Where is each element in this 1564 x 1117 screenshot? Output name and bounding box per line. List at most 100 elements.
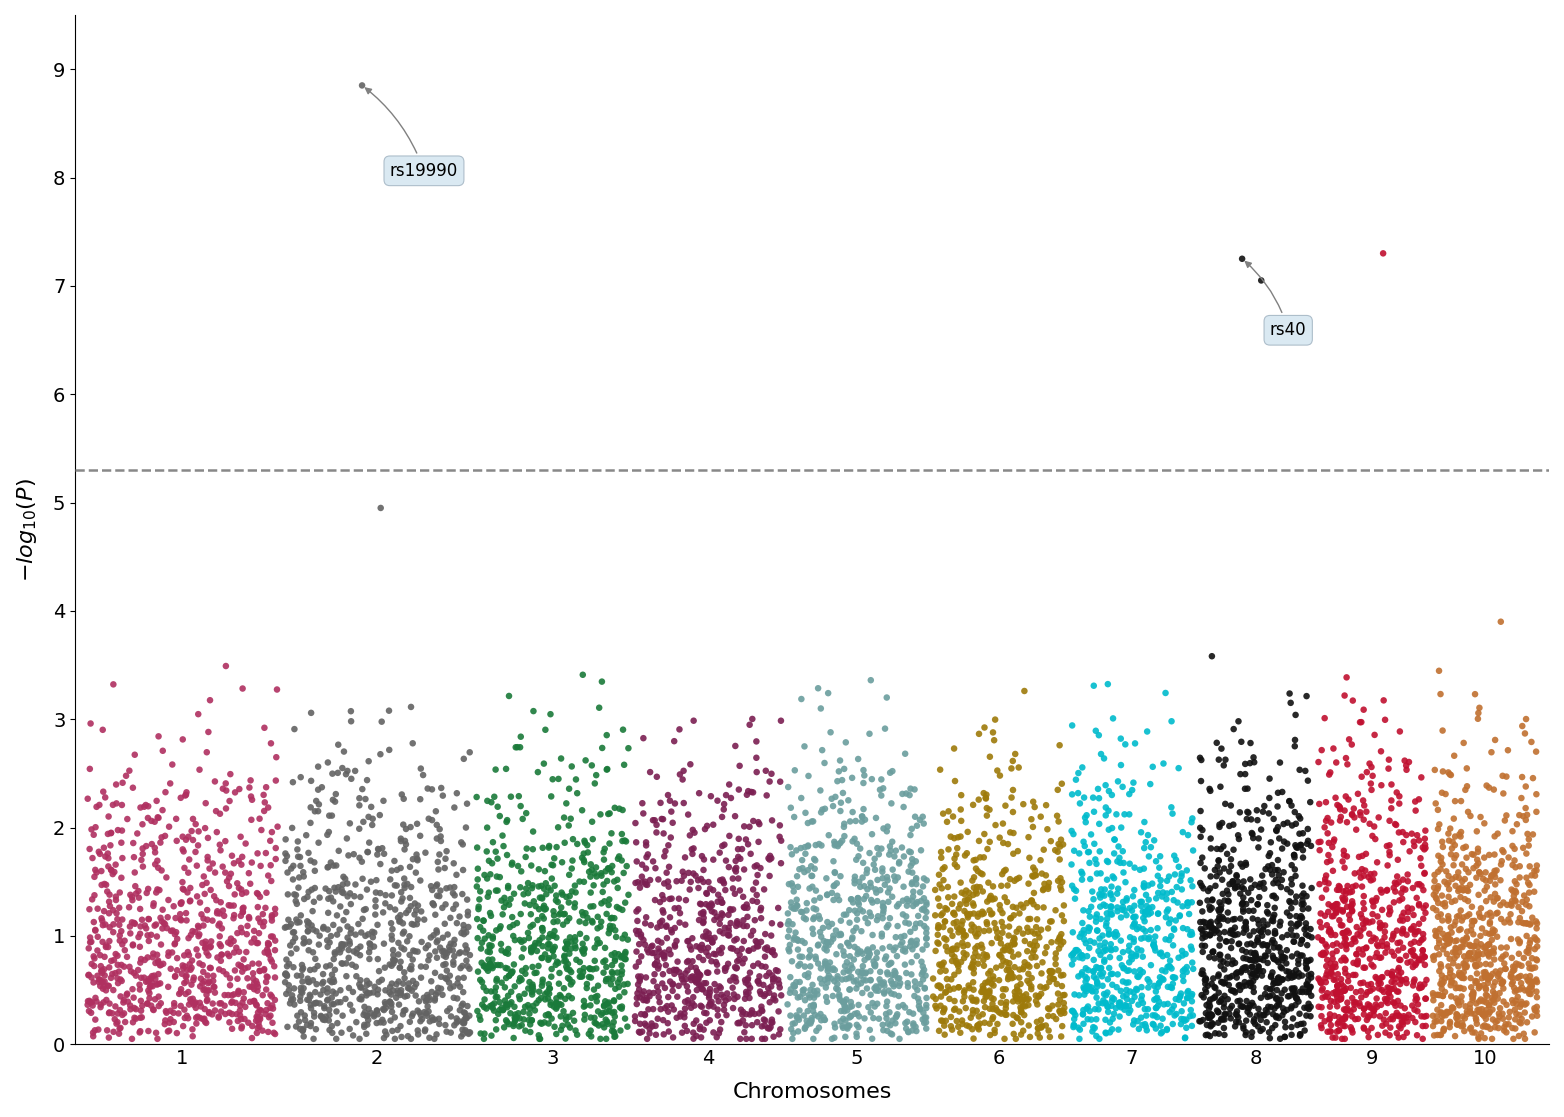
Point: [1089, 910, 1114, 928]
Point: [540, 942, 565, 960]
Point: [1467, 977, 1492, 995]
Point: [1506, 806, 1531, 824]
Point: [981, 995, 1006, 1013]
Point: [704, 945, 729, 963]
Point: [1365, 975, 1390, 993]
Point: [1461, 984, 1486, 1002]
Point: [1081, 789, 1106, 806]
Point: [239, 853, 264, 871]
Point: [424, 802, 449, 820]
Point: [1422, 951, 1447, 968]
Point: [1354, 911, 1379, 929]
Point: [981, 976, 1006, 994]
Point: [527, 860, 552, 878]
Point: [130, 910, 155, 928]
Point: [1148, 945, 1173, 963]
Point: [1228, 803, 1253, 821]
Point: [127, 981, 152, 999]
Point: [1348, 974, 1373, 992]
Point: [1400, 958, 1425, 976]
Point: [693, 927, 718, 945]
Point: [1114, 974, 1139, 992]
Point: [1282, 846, 1308, 863]
Point: [1062, 1003, 1087, 1021]
Point: [1160, 975, 1186, 993]
Point: [988, 956, 1013, 974]
Point: [1505, 987, 1530, 1005]
Point: [1523, 861, 1548, 879]
Point: [235, 917, 260, 935]
Point: [1328, 808, 1353, 825]
Point: [1343, 933, 1368, 951]
Point: [887, 970, 912, 987]
Point: [752, 1030, 777, 1048]
Point: [696, 997, 721, 1015]
Point: [458, 1023, 483, 1041]
Point: [1131, 860, 1156, 878]
Point: [1333, 1030, 1358, 1048]
Point: [108, 1019, 133, 1037]
Point: [516, 980, 541, 997]
Point: [605, 945, 630, 963]
Point: [533, 985, 558, 1003]
Point: [1192, 859, 1217, 877]
Point: [1364, 970, 1389, 987]
Point: [902, 977, 927, 995]
Point: [1464, 956, 1489, 974]
Point: [1239, 944, 1264, 962]
Point: [497, 966, 522, 984]
Point: [1237, 754, 1262, 772]
Point: [851, 957, 876, 975]
Point: [483, 978, 508, 996]
Point: [612, 951, 637, 968]
Point: [988, 994, 1013, 1012]
Point: [593, 972, 618, 990]
Point: [477, 852, 502, 870]
Point: [723, 860, 748, 878]
Point: [809, 960, 834, 977]
Point: [380, 951, 405, 968]
Point: [579, 996, 604, 1014]
Point: [1472, 992, 1497, 1010]
Point: [962, 897, 987, 915]
Point: [1020, 944, 1045, 962]
Point: [824, 975, 849, 993]
Point: [840, 832, 865, 850]
Point: [1364, 930, 1389, 948]
Point: [974, 948, 999, 966]
Point: [1447, 825, 1472, 843]
Point: [1503, 882, 1528, 900]
Point: [1467, 946, 1492, 964]
Point: [1478, 967, 1503, 985]
Point: [1009, 896, 1034, 914]
Point: [737, 818, 762, 836]
Point: [393, 987, 418, 1005]
Point: [502, 1009, 527, 1027]
Point: [357, 752, 382, 770]
Point: [1368, 974, 1394, 992]
Point: [895, 1013, 920, 1031]
Point: [859, 891, 884, 909]
Point: [1439, 973, 1464, 991]
Point: [877, 938, 902, 956]
Point: [993, 938, 1018, 956]
Point: [555, 955, 580, 973]
Point: [1079, 825, 1104, 843]
Point: [1070, 758, 1095, 776]
Point: [691, 909, 716, 927]
Point: [316, 904, 341, 922]
Point: [247, 888, 272, 906]
Point: [1024, 898, 1049, 916]
Point: [366, 951, 391, 968]
Point: [475, 926, 500, 944]
Point: [579, 1022, 604, 1040]
Point: [397, 960, 422, 977]
Point: [1420, 1006, 1445, 1024]
Point: [1051, 994, 1076, 1012]
Point: [613, 943, 638, 961]
Point: [454, 944, 479, 962]
Point: [568, 953, 593, 971]
Point: [1204, 840, 1229, 858]
Point: [857, 943, 882, 961]
Point: [1409, 877, 1434, 895]
